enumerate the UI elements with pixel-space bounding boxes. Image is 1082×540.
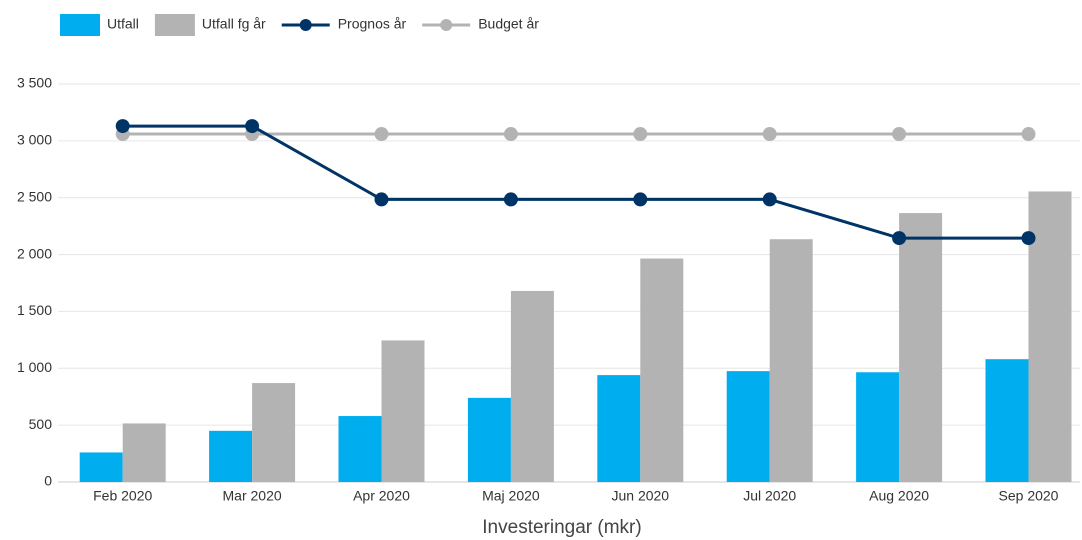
y-tick-label: 1 500 xyxy=(17,302,52,318)
line-point xyxy=(633,192,648,207)
line-point xyxy=(892,231,907,246)
bar xyxy=(338,416,382,482)
bar xyxy=(209,430,253,482)
y-tick-label: 3 500 xyxy=(17,75,52,91)
x-tick-label: Mar 2020 xyxy=(223,488,282,504)
line-point xyxy=(245,119,260,134)
line-point xyxy=(633,127,648,142)
line xyxy=(122,124,1029,240)
bar xyxy=(726,371,770,482)
x-tick-label: Aug 2020 xyxy=(869,488,929,504)
bar xyxy=(381,340,425,482)
bar xyxy=(79,452,123,482)
y-tick-label: 2 000 xyxy=(17,245,52,261)
bar xyxy=(1028,191,1072,482)
y-tick-label: 2 500 xyxy=(17,188,52,204)
legend-swatch xyxy=(154,14,195,36)
x-tick-label: Jul 2020 xyxy=(743,488,796,504)
x-axis-title: Investeringar (mkr) xyxy=(482,517,641,538)
x-tick-label: Feb 2020 xyxy=(93,488,152,504)
bar xyxy=(122,423,166,482)
line-point xyxy=(892,127,907,142)
y-tick-label: 3 000 xyxy=(17,132,52,148)
legend-label: Utfall xyxy=(107,16,139,32)
legend-swatch xyxy=(440,19,453,31)
legend-label: Utfall fg år xyxy=(202,16,266,32)
x-tick-label: Apr 2020 xyxy=(353,488,410,504)
y-tick-label: 1 000 xyxy=(17,359,52,375)
bar xyxy=(252,383,296,482)
bar xyxy=(769,239,813,482)
bar xyxy=(899,213,943,482)
legend-label: Prognos år xyxy=(338,16,407,32)
legend-swatch xyxy=(60,14,100,36)
line-point xyxy=(503,127,518,142)
line-point xyxy=(762,192,777,207)
line-point xyxy=(1021,127,1036,142)
bar xyxy=(640,258,684,482)
y-tick-label: 0 xyxy=(44,473,52,489)
legend-swatch xyxy=(299,19,312,31)
line-point xyxy=(374,192,389,207)
bar xyxy=(510,290,554,482)
x-tick-label: Sep 2020 xyxy=(999,488,1059,504)
line-point xyxy=(374,127,389,142)
x-tick-label: Jun 2020 xyxy=(611,488,669,504)
line-point xyxy=(762,127,777,142)
bar xyxy=(597,375,641,482)
x-tick-label: Maj 2020 xyxy=(482,488,540,504)
y-tick-label: 500 xyxy=(29,416,53,432)
line-point xyxy=(115,119,130,134)
bar xyxy=(985,359,1029,482)
bar xyxy=(467,397,511,482)
line-point xyxy=(1021,231,1036,246)
bar xyxy=(856,372,900,482)
legend-label: Budget år xyxy=(478,16,539,32)
line-point xyxy=(503,192,518,207)
